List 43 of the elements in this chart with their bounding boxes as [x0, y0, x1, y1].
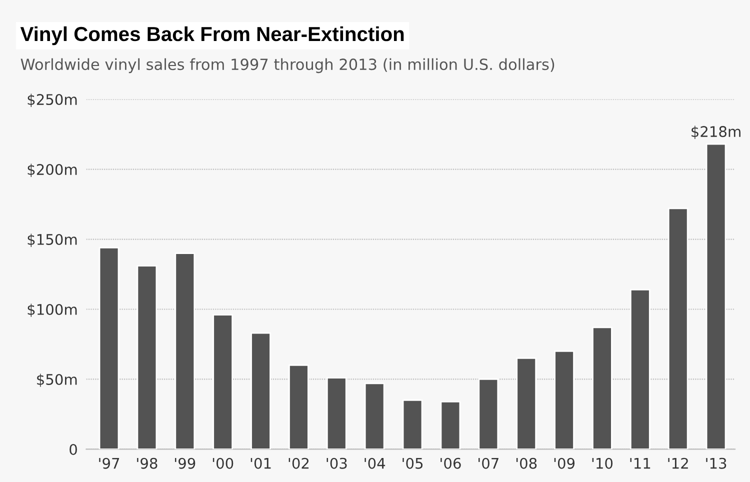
x-tick-label: '11: [630, 458, 650, 469]
bar: [174, 252, 196, 450]
bar: [98, 246, 120, 450]
x-tick-label: '04: [364, 458, 386, 469]
x-tick-label: '09: [554, 458, 575, 469]
bar: [364, 382, 385, 450]
bar: [136, 265, 158, 450]
x-tick-label: '03: [326, 458, 347, 469]
bar: [668, 208, 688, 450]
bar: [554, 350, 574, 450]
bar: [516, 358, 537, 450]
y-tick-label: $250m: [28, 94, 77, 107]
y-tick-label: $200m: [28, 164, 77, 177]
x-tick-label: '07: [478, 458, 498, 469]
bar: [250, 332, 271, 450]
bar: [706, 143, 726, 450]
bar: [440, 400, 461, 450]
x-tick-label: '98: [137, 458, 158, 469]
bar: [592, 326, 612, 450]
y-tick-label: $100m: [28, 304, 77, 317]
chart-title: Vinyl Comes Back From Near-Extinction: [20, 26, 404, 46]
chart-subtitle: Worldwide vinyl sales from 1997 through 2013 (in million U.S. dollars): [20, 58, 554, 74]
x-tick-label: '01: [250, 458, 271, 469]
y-tick-label: $50m: [37, 374, 77, 387]
bar: [288, 364, 309, 450]
bar: [212, 314, 234, 450]
y-tick-label: 0: [70, 444, 77, 455]
x-tick-label: '97: [99, 458, 120, 469]
x-tick-label: '05: [402, 458, 423, 469]
x-tick-label: '13: [706, 458, 726, 469]
bar: [402, 400, 423, 450]
x-tick-label: '10: [592, 458, 613, 469]
x-tick-label: '08: [516, 458, 537, 469]
bar: [630, 288, 650, 450]
x-tick-label: '02: [288, 458, 309, 469]
y-tick-label: $150m: [28, 234, 77, 247]
x-tick-label: '99: [175, 458, 196, 469]
x-tick-label: '12: [668, 458, 688, 469]
data-label: $218m: [692, 126, 740, 140]
bar: [478, 378, 499, 450]
bar: [326, 377, 347, 450]
x-tick-label: '06: [440, 458, 461, 469]
x-tick-label: '00: [212, 458, 234, 469]
